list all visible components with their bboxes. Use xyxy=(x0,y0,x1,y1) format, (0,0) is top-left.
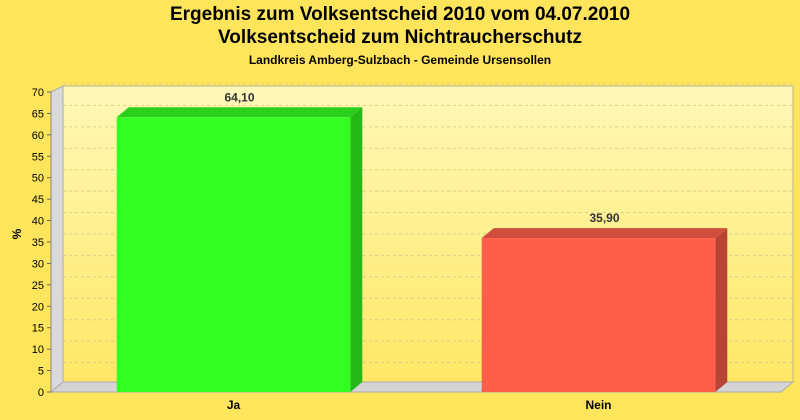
y-tick-label: 15 xyxy=(32,323,44,335)
bar-value-label: 35,90 xyxy=(589,211,619,225)
y-tick-label: 55 xyxy=(32,151,44,163)
bar-side xyxy=(350,107,363,393)
y-tick-label: 70 xyxy=(32,87,44,99)
y-tick-label: 45 xyxy=(32,194,44,206)
bar-value-label: 64,10 xyxy=(224,90,254,104)
chart-subtitle: Volksentscheid zum Nichtraucherschutz xyxy=(218,27,582,48)
bar-front xyxy=(481,238,716,392)
x-tick-label: Ja xyxy=(227,398,241,412)
bar-front xyxy=(116,117,351,393)
x-tick-label: Nein xyxy=(585,398,611,412)
y-tick-label: 40 xyxy=(32,216,44,228)
y-tick-label: 60 xyxy=(32,130,44,142)
y-tick-label: 50 xyxy=(32,173,44,185)
y-tick-label: 35 xyxy=(32,237,44,249)
y-tick-label: 5 xyxy=(38,366,44,378)
bar-nein: 35,90 xyxy=(481,211,728,392)
bar-top xyxy=(116,107,363,118)
y-tick-label: 25 xyxy=(32,280,44,292)
plot-left-wall xyxy=(50,85,64,394)
y-tick-label: 65 xyxy=(32,108,44,120)
y-tick-label: 10 xyxy=(32,344,44,356)
chart-title: Ergebnis zum Volksentscheid 2010 vom 04.… xyxy=(169,4,631,25)
y-axis-label: % xyxy=(10,228,24,239)
bar-ja: 64,10 xyxy=(116,90,363,393)
y-tick-label: 0 xyxy=(38,387,44,399)
bar-top xyxy=(481,228,728,239)
chart-caption: Landkreis Amberg-Sulzbach - Gemeinde Urs… xyxy=(248,53,552,67)
bar-side xyxy=(715,228,728,392)
y-tick-label: 20 xyxy=(32,301,44,313)
y-tick-label: 30 xyxy=(32,258,44,270)
